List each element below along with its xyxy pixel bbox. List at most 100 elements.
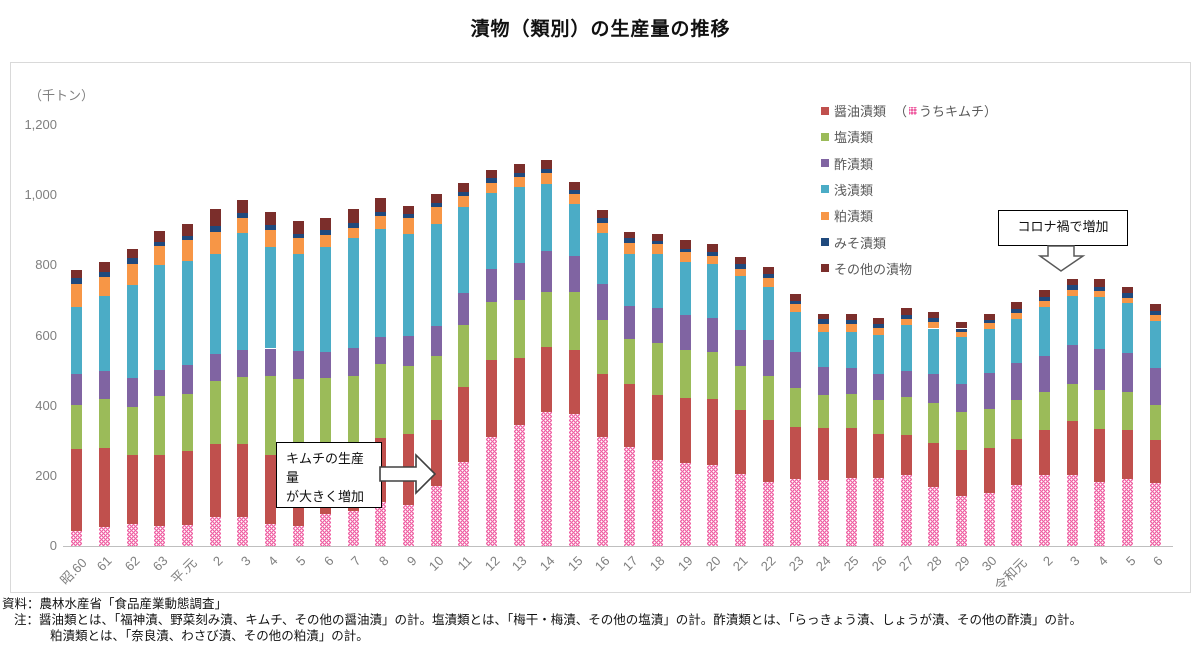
bar-segment-酢漬類 xyxy=(1011,363,1023,401)
bar-segment-うちキムチ xyxy=(98,526,110,546)
bar-segment-粕漬類 xyxy=(154,246,166,266)
bar-11 xyxy=(458,125,470,546)
bar-segment-浅漬類 xyxy=(375,229,387,337)
bar-segment-浅漬類 xyxy=(71,307,83,374)
legend-label: 粕漬類 xyxy=(834,209,874,225)
bar-segment-浅漬類 xyxy=(126,285,138,378)
bar-segment-酢漬類 xyxy=(651,307,663,343)
bar-segment-うちキムチ xyxy=(900,475,912,546)
bar-segment-塩漬類 xyxy=(126,407,138,456)
bar-segment-粕漬類 xyxy=(1066,289,1078,296)
bar-segment-うちキムチ xyxy=(956,496,968,546)
legend-label: 塩漬類 xyxy=(834,130,874,146)
bar-segment-塩漬類 xyxy=(209,381,221,445)
bar-segment-塩漬類 xyxy=(900,396,912,436)
bar-segment-粕漬類 xyxy=(403,217,415,234)
bar-segment-酢漬類 xyxy=(873,373,885,401)
plot-area xyxy=(63,125,1169,546)
bar-segment-塩漬類 xyxy=(651,342,663,396)
bar-10 xyxy=(430,125,442,546)
bar-segment-みそ漬類 xyxy=(651,241,663,245)
bar-segment-粕漬類 xyxy=(292,238,304,255)
bar-segment-酢漬類 xyxy=(209,353,221,382)
bar-segment-粕漬類 xyxy=(928,321,940,329)
bar-segment-粕漬類 xyxy=(320,235,332,248)
bar-segment-浅漬類 xyxy=(1094,296,1106,349)
bar-6 xyxy=(1149,125,1161,546)
bar-segment-粕漬類 xyxy=(956,331,968,337)
bar-segment-粕漬類 xyxy=(264,229,276,247)
bar-segment-醤油漬類 xyxy=(126,455,138,546)
bar-segment-うちキムチ xyxy=(762,481,774,546)
bar-segment-みそ漬類 xyxy=(624,238,636,243)
bar-segment-浅漬類 xyxy=(513,187,525,263)
bar-segment-うちキムチ xyxy=(486,436,498,546)
footnotes: 資料：農林水産省「食品産業動態調査」 注：醤油類とは、「福神漬、野菜刻み漬、キム… xyxy=(2,596,1201,644)
legend-label: 酢漬類 xyxy=(834,156,874,172)
bar-63 xyxy=(154,125,166,546)
bar-segment-浅漬類 xyxy=(596,232,608,285)
bar-segment-酢漬類 xyxy=(845,367,857,394)
bar-segment-うちキムチ xyxy=(375,502,387,546)
bar-segment-うちキムチ xyxy=(651,460,663,546)
right-arrow-icon xyxy=(379,453,437,495)
bar-segment-その他の漬物 xyxy=(486,170,498,179)
bar-segment-みそ漬類 xyxy=(513,172,525,177)
legend-kimchi-label: うちキムチ） xyxy=(919,104,998,119)
bar-segment-酢漬類 xyxy=(486,269,498,302)
legend-swatch-icon xyxy=(821,238,829,246)
bar-segment-浅漬類 xyxy=(679,261,691,316)
bar-segment-粕漬類 xyxy=(458,196,470,208)
bar-segment-塩漬類 xyxy=(845,393,857,429)
annotation-corona-text: コロナ禍で増加 xyxy=(1017,219,1109,234)
bar-segment-浅漬類 xyxy=(98,295,110,371)
legend-swatch-icon xyxy=(821,159,829,168)
legend-item-みそ漬類: みそ漬類 xyxy=(821,233,886,252)
legend-item-酢漬類: 酢漬類 xyxy=(821,154,873,173)
y-tick-label: 200 xyxy=(35,467,57,483)
bar-segment-その他の漬物 xyxy=(126,249,138,259)
bar-segment-粕漬類 xyxy=(569,194,581,204)
bar-segment-塩漬類 xyxy=(624,339,636,384)
bar-20 xyxy=(707,125,719,546)
bar-segment-醤油漬類 xyxy=(71,449,83,546)
bar-segment-その他の漬物 xyxy=(1011,302,1023,309)
bar-segment-塩漬類 xyxy=(734,366,746,411)
bar-segment-その他の漬物 xyxy=(541,160,553,169)
bar-segment-うちキムチ xyxy=(209,516,221,546)
bar-segment-塩漬類 xyxy=(1066,384,1078,422)
bar-segment-酢漬類 xyxy=(817,367,829,396)
bar-segment-みそ漬類 xyxy=(98,271,110,277)
bar-segment-粕漬類 xyxy=(513,176,525,188)
bar-segment-みそ漬類 xyxy=(347,222,359,228)
bar-segment-うちキムチ xyxy=(292,526,304,546)
bar-segment-酢漬類 xyxy=(679,315,691,351)
bar-segment-その他の漬物 xyxy=(430,193,442,203)
bar-segment-みそ漬類 xyxy=(1094,286,1106,291)
bar-segment-みそ漬類 xyxy=(679,248,691,252)
bar-21 xyxy=(734,125,746,546)
bar-segment-その他の漬物 xyxy=(347,208,359,223)
bar-4 xyxy=(264,125,276,546)
bar-27 xyxy=(900,125,912,546)
bar-segment-浅漬類 xyxy=(624,253,636,307)
bar-segment-醤油漬類 xyxy=(181,450,193,546)
bar-segment-塩漬類 xyxy=(375,364,387,439)
bar-segment-酢漬類 xyxy=(956,383,968,412)
bar-segment-酢漬類 xyxy=(1039,355,1051,392)
legend-item-粕漬類: 粕漬類 xyxy=(821,206,873,225)
bar-3 xyxy=(1066,125,1078,546)
bar-segment-その他の漬物 xyxy=(1039,290,1051,297)
bar-segment-みそ漬類 xyxy=(790,301,802,305)
bar-segment-浅漬類 xyxy=(320,247,332,352)
bar-segment-塩漬類 xyxy=(1011,400,1023,439)
y-tick-label: 0 xyxy=(49,538,57,553)
bar-segment-酢漬類 xyxy=(734,330,746,367)
bar-segment-浅漬類 xyxy=(762,287,774,341)
bar-segment-酢漬類 xyxy=(430,326,442,357)
bar-segment-その他の漬物 xyxy=(1122,286,1134,294)
legend-swatch-icon xyxy=(821,211,829,220)
annotation-kimchi-line1: キムチの生産量 xyxy=(286,451,365,485)
bar-segment-うちキムチ xyxy=(264,524,276,546)
bar-segment-塩漬類 xyxy=(98,399,110,448)
